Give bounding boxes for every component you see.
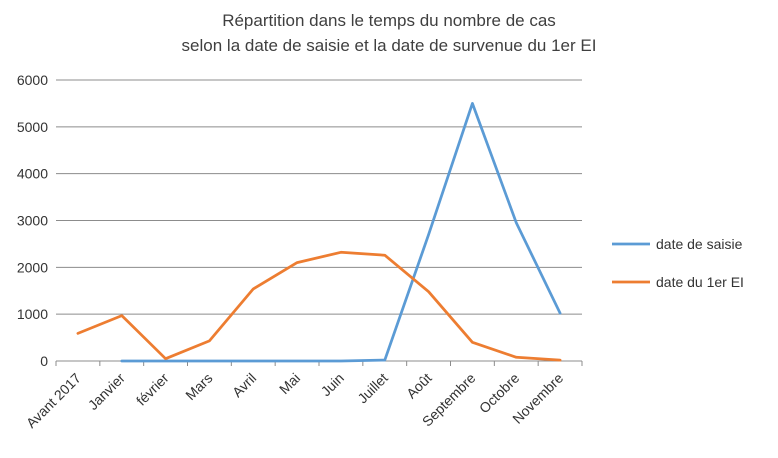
x-tick-label: Mai xyxy=(276,370,303,397)
x-tick-label: Avant 2017 xyxy=(23,370,84,431)
chart-title-block: Répartition dans le temps du nombre de c… xyxy=(0,8,778,58)
x-tick-label: Juillet xyxy=(354,370,391,407)
chart-subtitle: selon la date de saisie et la date de su… xyxy=(181,36,597,55)
y-tick-label: 1000 xyxy=(17,306,48,322)
x-tick-label: Juin xyxy=(318,370,347,399)
x-tick-label: Mars xyxy=(182,370,215,403)
series-line-2 xyxy=(76,250,562,362)
y-tick-label: 6000 xyxy=(17,72,48,88)
y-tick-label: 4000 xyxy=(17,166,48,182)
x-tick-label: Janvier xyxy=(85,370,128,413)
x-tick-label: février xyxy=(133,370,172,409)
series-lines xyxy=(76,102,562,363)
y-tick-label: 2000 xyxy=(17,259,48,275)
legend: date de saisie date du 1er EI xyxy=(612,236,744,290)
x-tick-label: Août xyxy=(403,370,435,402)
chart-title: Répartition dans le temps du nombre de c… xyxy=(222,11,556,30)
legend-label: date du 1er EI xyxy=(656,274,744,290)
series-line-1 xyxy=(120,102,562,363)
y-axis-ticks: 0 1000 2000 3000 4000 5000 6000 xyxy=(17,72,48,369)
y-tick-label: 0 xyxy=(40,353,48,369)
legend-label: date de saisie xyxy=(656,236,743,252)
y-tick-label: 5000 xyxy=(17,119,48,135)
y-tick-label: 3000 xyxy=(17,213,48,229)
x-axis-ticks: Avant 2017 Janvier février Mars Avril Mai Juin… xyxy=(23,370,567,431)
x-tick-label: Avril xyxy=(229,370,259,400)
gridlines xyxy=(56,79,582,315)
